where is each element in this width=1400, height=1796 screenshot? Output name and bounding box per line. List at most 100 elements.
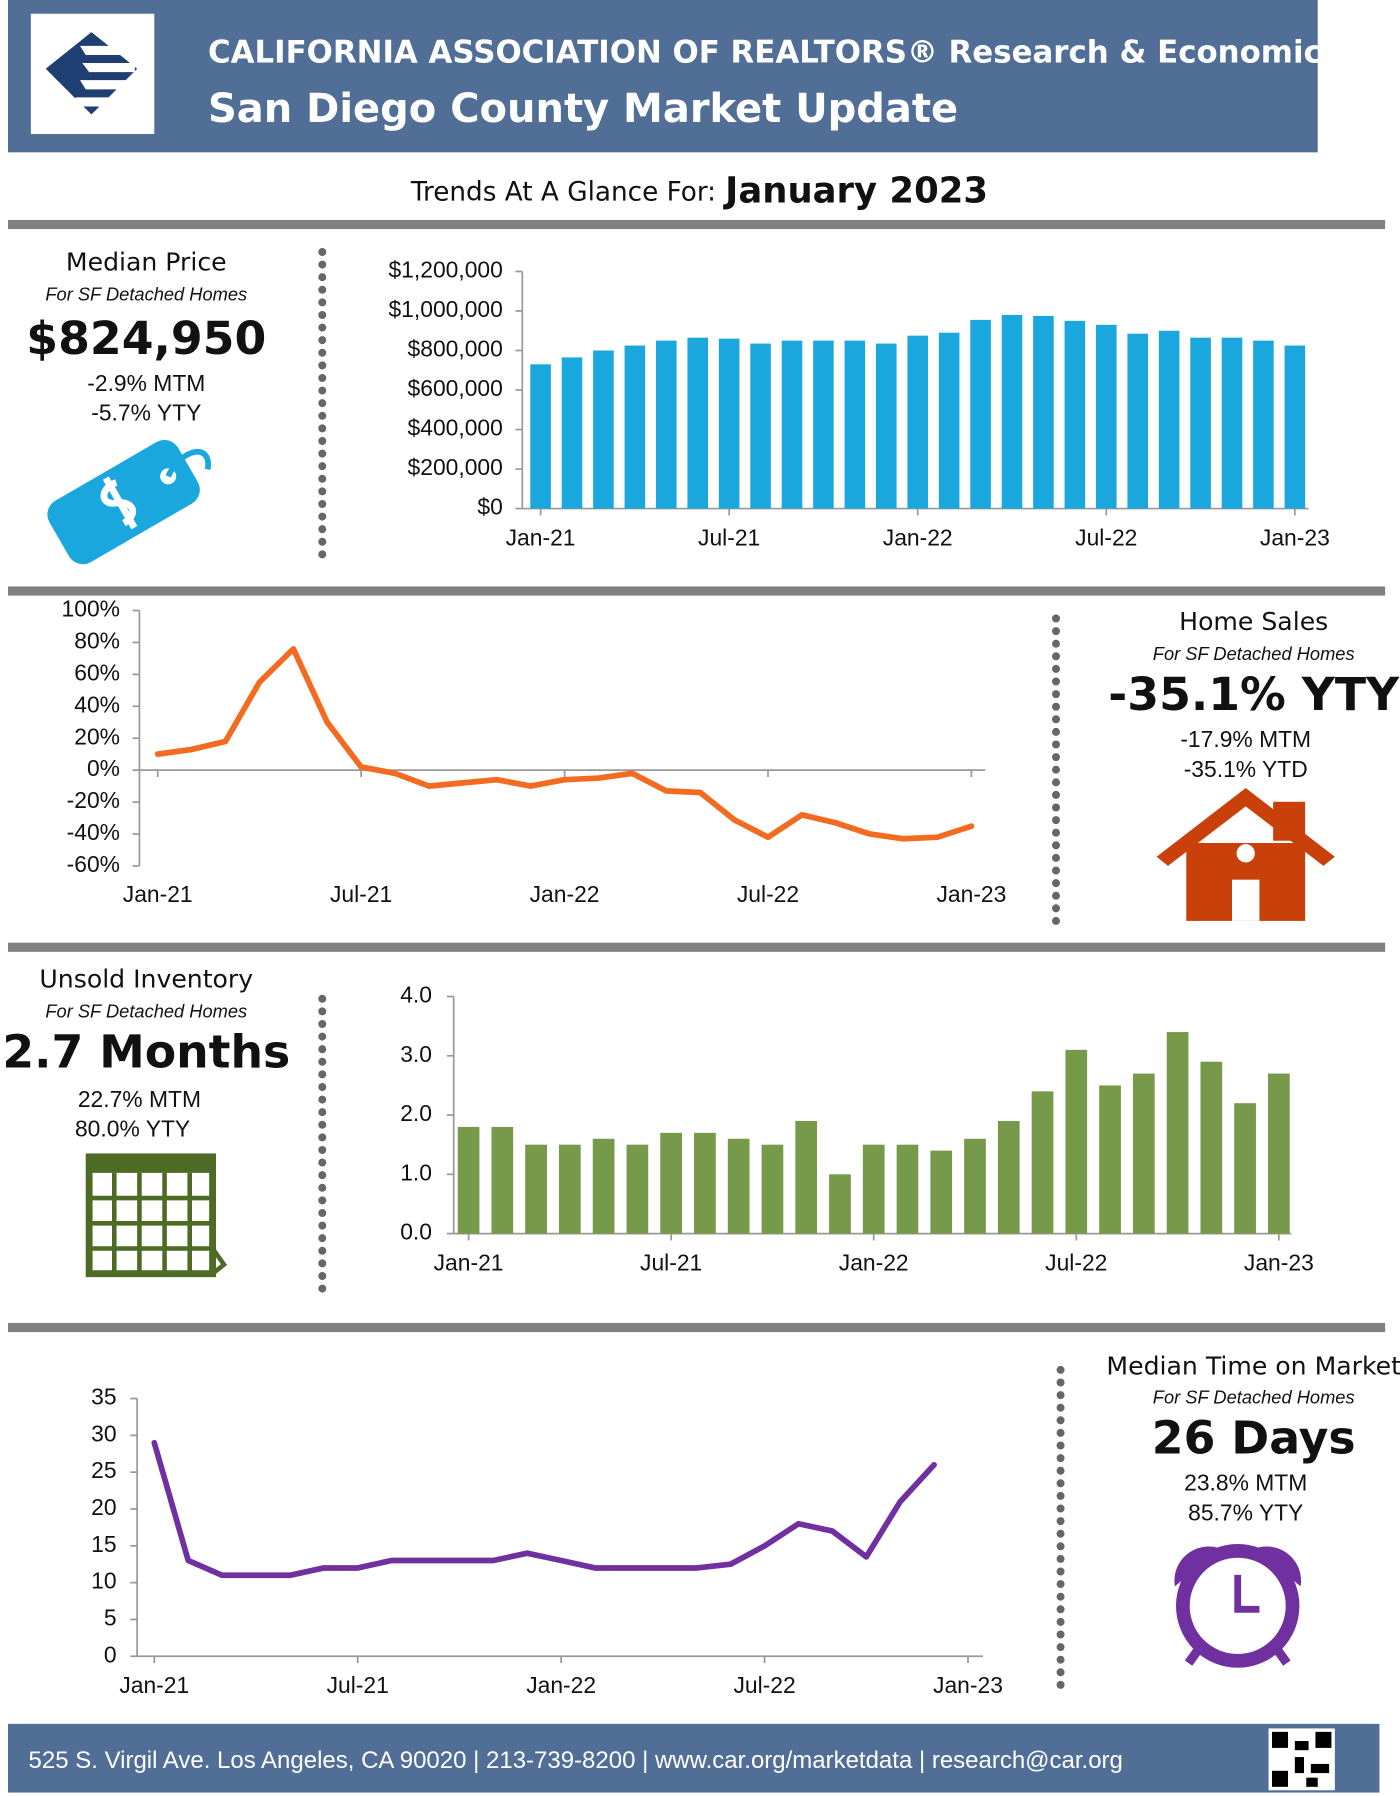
panel-title: Median Time on Market — [1106, 1352, 1400, 1381]
footer-band — [8, 1723, 1380, 1793]
y-tick-label: $200,000 — [408, 454, 503, 480]
bar — [592, 1138, 615, 1234]
y-tick-label: 20% — [74, 723, 120, 749]
bar — [1099, 1085, 1121, 1234]
bar — [1158, 330, 1180, 509]
y-tick-label: 0% — [87, 755, 120, 781]
x-tick-label: Jan-21 — [434, 1250, 504, 1276]
y-tick-label: 5 — [104, 1604, 117, 1630]
logo — [30, 13, 155, 135]
bar — [1234, 1103, 1256, 1234]
bar — [1064, 320, 1086, 509]
bar — [813, 340, 834, 509]
x-tick-label: Jul-22 — [1075, 525, 1137, 551]
bar — [1166, 1032, 1189, 1234]
y-tick-label: 3.0 — [400, 1041, 432, 1067]
x-tick-label: Jul-21 — [640, 1250, 702, 1276]
calendar-icon — [85, 1153, 228, 1278]
x-tick-label: Jul-22 — [1045, 1250, 1107, 1276]
bar — [795, 1120, 818, 1234]
y-tick-label: 100% — [62, 596, 120, 622]
bar — [844, 340, 866, 509]
bar — [1127, 333, 1148, 509]
y-tick-label: $1,200,000 — [388, 256, 502, 282]
panel-subtitle: For SF Detached Homes — [45, 283, 247, 304]
panel-headline: $824,950 — [26, 312, 266, 365]
bar — [1001, 314, 1023, 509]
bar — [525, 1144, 547, 1234]
bar — [1132, 1073, 1155, 1234]
header-subtitle: San Diego County Market Update — [208, 86, 958, 132]
footer-text: 525 S. Virgil Ave. Los Angeles, CA 90020… — [29, 1747, 1123, 1774]
trends-line: Trends At A Glance For: January 2023 — [410, 170, 988, 211]
y-tick-label: -40% — [67, 819, 120, 845]
trends-label: Trends At A Glance For: — [410, 177, 716, 207]
bar — [1096, 324, 1117, 509]
bar — [930, 1150, 953, 1234]
bar — [781, 340, 803, 509]
x-tick-label: Jan-21 — [119, 1672, 189, 1698]
x-tick-label: Jul-21 — [330, 881, 392, 907]
bar — [1190, 337, 1211, 509]
y-tick-label: $400,000 — [408, 415, 503, 441]
bar — [1221, 337, 1243, 509]
panel-line: -17.9% MTM — [1180, 726, 1311, 752]
x-tick-label: Jan-22 — [839, 1250, 909, 1276]
bar — [1033, 315, 1054, 509]
line-series — [154, 646, 975, 842]
x-tick-label: Jan-21 — [123, 881, 193, 907]
panel-line: -35.1% YTD — [1184, 756, 1308, 782]
y-tick-label: 30 — [91, 1420, 116, 1446]
y-tick-label: -20% — [67, 787, 120, 813]
bar — [1253, 340, 1274, 509]
y-tick-label: $1,000,000 — [388, 296, 502, 322]
bar — [896, 1144, 919, 1234]
x-tick-label: Jul-21 — [698, 525, 760, 551]
bar — [862, 1144, 885, 1234]
bar — [1268, 1073, 1290, 1234]
y-tick-label: 60% — [74, 659, 120, 685]
x-tick-label: Jan-23 — [1260, 525, 1330, 551]
bar — [718, 338, 740, 509]
x-tick-label: Jul-22 — [733, 1672, 795, 1698]
bar — [727, 1138, 750, 1234]
bar — [626, 1144, 649, 1234]
panel-line: 85.7% YTY — [1188, 1499, 1303, 1525]
clock-icon — [1174, 1544, 1302, 1668]
panel-headline: 26 Days — [1152, 1411, 1356, 1464]
bar — [761, 1144, 784, 1234]
x-tick-label: Jan-21 — [506, 525, 576, 551]
panel-line: 22.7% MTM — [78, 1086, 201, 1112]
dividers — [8, 219, 1386, 1333]
y-tick-label: 35 — [91, 1384, 116, 1410]
y-tick-label: 0 — [104, 1641, 117, 1667]
panel-line: -2.9% MTM — [87, 370, 205, 396]
bar — [970, 319, 991, 509]
panel-headline: -35.1% YTY — [1108, 668, 1400, 721]
bar — [530, 364, 551, 509]
bar — [561, 357, 583, 509]
y-tick-label: 0.0 — [400, 1219, 432, 1245]
panel-title: Unsold Inventory — [39, 964, 253, 993]
line-series — [151, 1439, 937, 1579]
bar — [907, 335, 928, 509]
trends-period: January 2023 — [723, 170, 988, 211]
x-tick-label: Jul-22 — [737, 881, 799, 907]
y-tick-label: 4.0 — [400, 982, 432, 1008]
x-tick-label: Jan-22 — [526, 1672, 596, 1698]
bar — [624, 345, 646, 509]
y-tick-label: $600,000 — [408, 375, 503, 401]
y-tick-label: 15 — [91, 1531, 116, 1557]
bar — [694, 1132, 716, 1234]
bar — [876, 343, 897, 509]
bar — [829, 1174, 851, 1234]
bar — [559, 1144, 581, 1234]
y-tick-label: 1.0 — [400, 1159, 432, 1185]
panel-line: 23.8% MTM — [1184, 1469, 1307, 1495]
bar — [593, 350, 614, 509]
bar — [1200, 1061, 1223, 1234]
bar — [1065, 1049, 1088, 1234]
y-tick-label: 80% — [74, 627, 120, 653]
y-tick-label: 20 — [91, 1494, 116, 1520]
